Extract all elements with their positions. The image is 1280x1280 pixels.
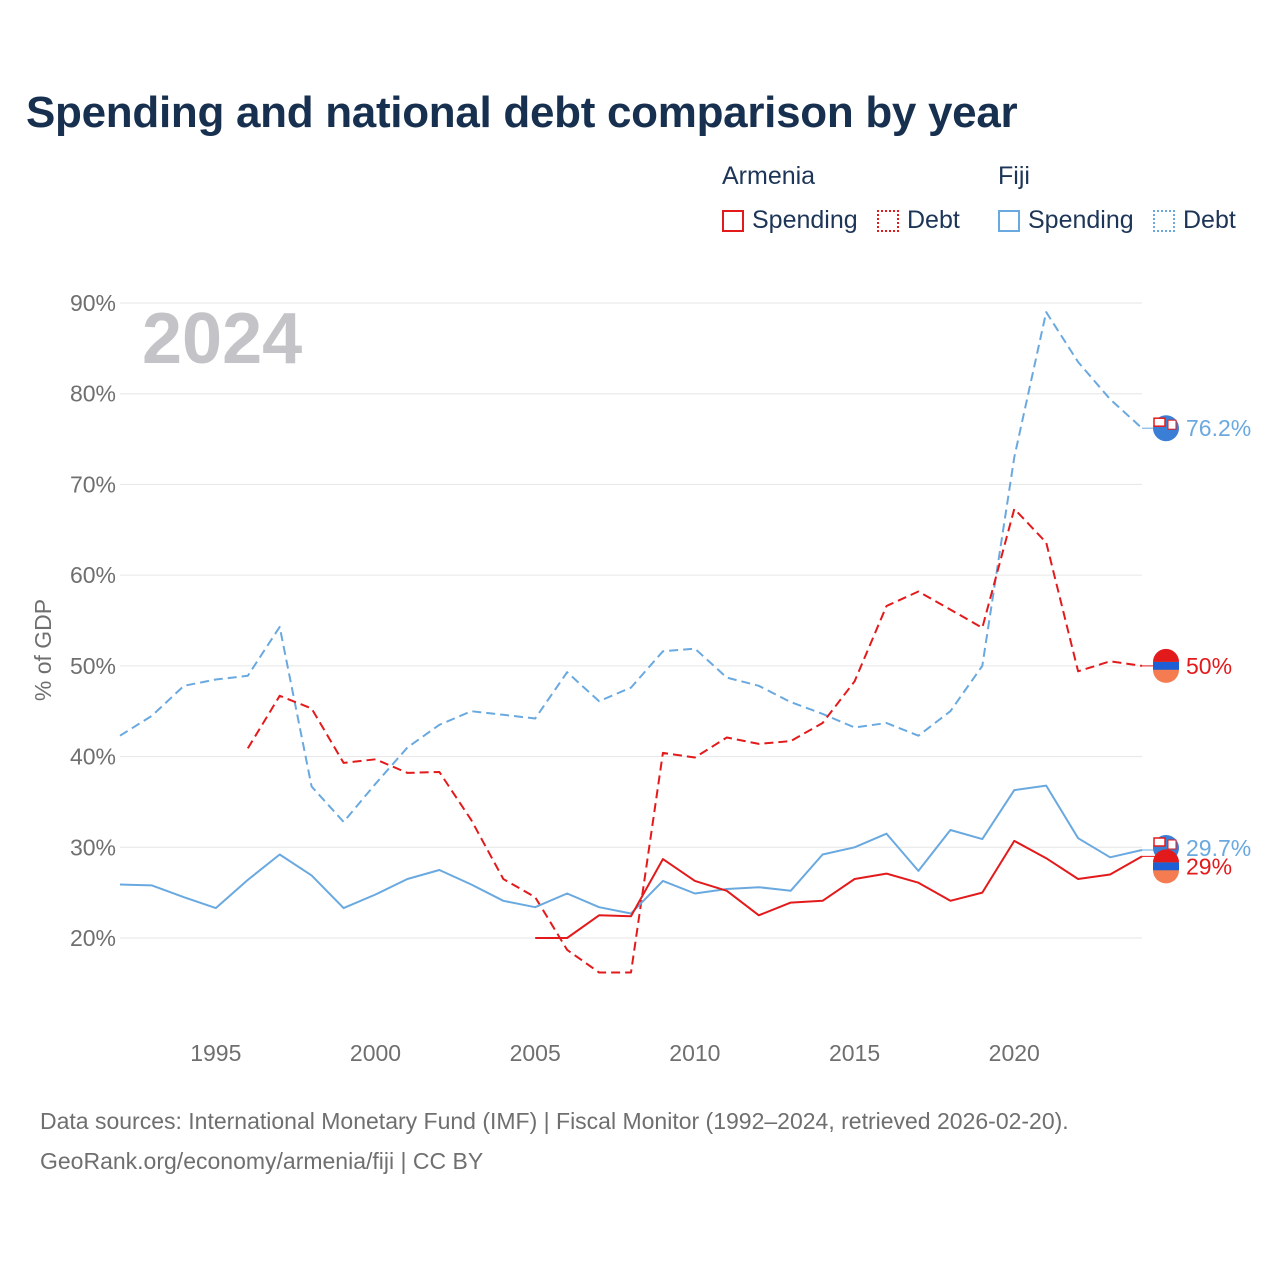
x-tick-label: 1995 xyxy=(190,1040,241,1066)
y-tick-label: 70% xyxy=(70,471,116,497)
y-tick-label: 90% xyxy=(70,290,116,316)
legend-label-armenia-debt: Debt xyxy=(907,206,960,234)
y-tick-label: 20% xyxy=(70,925,116,951)
fiji-flag-marker xyxy=(1153,835,1179,861)
fiji-flag-shield xyxy=(1167,839,1177,850)
legend-item-fiji-debt[interactable]: Debt xyxy=(1153,206,1236,235)
fiji-spending-line xyxy=(119,784,1143,915)
end-connector xyxy=(1142,855,1156,867)
armenia-flag-orange-band xyxy=(1153,870,1179,884)
legend-label-fiji-debt: Debt xyxy=(1183,206,1236,234)
footer-sources: Data sources: International Monetary Fun… xyxy=(40,1108,1069,1134)
y-tick-label: 30% xyxy=(70,834,116,860)
y-axis-title: % of GDP xyxy=(30,599,56,701)
legend-group-armenia: Armenia xyxy=(722,162,816,190)
armenia-flag-red-band xyxy=(1153,648,1179,662)
x-tick-label: 2010 xyxy=(669,1040,720,1066)
armenia-spending-end-label: 29% xyxy=(1186,853,1232,879)
fiji-spending-end-label: 29.7% xyxy=(1186,835,1251,861)
legend-swatch-armenia-debt xyxy=(877,209,899,232)
legend-item-fiji-spending[interactable]: Spending xyxy=(998,206,1134,235)
armenia-debt-end-label: 50% xyxy=(1186,653,1232,679)
y-tick-label: 60% xyxy=(70,562,116,588)
fiji-flag-canton xyxy=(1153,837,1166,847)
fiji-debt-end-label: 76.2% xyxy=(1186,415,1251,441)
legend-item-armenia-spending[interactable]: Spending xyxy=(722,206,858,235)
fiji-flag-canton xyxy=(1153,417,1166,427)
x-tick-label: 2000 xyxy=(350,1040,401,1066)
legend-label-armenia-spending: Spending xyxy=(752,206,858,234)
x-tick-label: 2020 xyxy=(989,1040,1040,1066)
y-tick-label: 80% xyxy=(70,381,116,407)
legend-swatch-armenia-spending xyxy=(722,209,744,232)
y-tick-label: 40% xyxy=(70,744,116,770)
fiji-flag-shield xyxy=(1167,419,1177,430)
x-tick-label: 2015 xyxy=(829,1040,880,1066)
armenia-flag-red-band xyxy=(1153,849,1179,863)
armenia-flag-blue-band xyxy=(1153,862,1179,871)
armenia-flag-blue-band xyxy=(1153,661,1179,670)
armenia-flag-marker xyxy=(1153,853,1179,880)
legend-group-fiji: Fiji xyxy=(998,162,1030,190)
footer-credit: GeoRank.org/economy/armenia/fiji | CC BY xyxy=(40,1148,484,1174)
armenia-flag-marker xyxy=(1153,652,1179,679)
year-watermark: 2024 xyxy=(142,299,302,379)
end-connector xyxy=(1142,848,1156,851)
armenia-spending-line xyxy=(535,839,1143,939)
armenia-flag-orange-band xyxy=(1153,669,1179,683)
fiji-debt-line xyxy=(119,311,1143,823)
legend-item-armenia-debt[interactable]: Debt xyxy=(877,206,960,235)
chart-title: Spending and national debt comparison by… xyxy=(26,88,1018,137)
legend-swatch-fiji-spending xyxy=(998,209,1020,232)
y-tick-label: 50% xyxy=(70,653,116,679)
fiji-flag-marker xyxy=(1153,415,1179,442)
armenia-debt-line xyxy=(246,507,1143,974)
legend-label-fiji-spending: Spending xyxy=(1028,206,1134,234)
x-tick-label: 2005 xyxy=(510,1040,561,1066)
legend-swatch-fiji-debt xyxy=(1153,209,1175,232)
